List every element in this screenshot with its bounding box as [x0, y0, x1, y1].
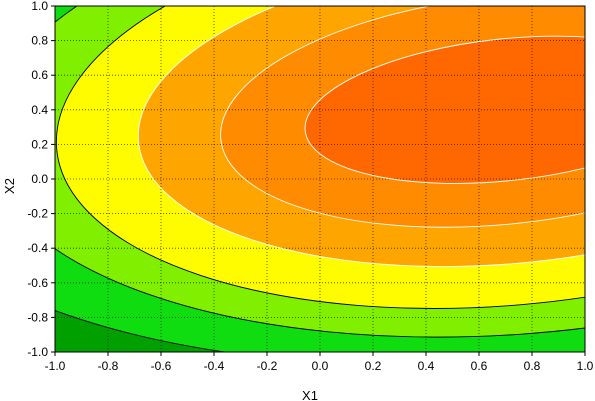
- x-tick-label: 0.8: [524, 359, 541, 373]
- y-tick-label: -0.2: [27, 207, 48, 221]
- x-tick-label: -0.6: [151, 359, 172, 373]
- y-tick-label: 0.2: [31, 137, 48, 151]
- x-tick-label: -1.0: [45, 359, 66, 373]
- x-tick-label: 0.0: [312, 359, 329, 373]
- y-tick-labels: 1.0 0.8 0.6 0.4 0.2 0.0 -0.2 -0.4 -0.6 -0.8 -1.0: [27, 0, 48, 359]
- contour-line-6: [304, 35, 585, 184]
- y-axis-label: X2: [2, 178, 17, 194]
- contour-line-3: [55, 6, 585, 309]
- y-tick-label: 0.4: [31, 103, 48, 117]
- x-tick-label: 1.0: [577, 359, 594, 373]
- y-tick-label: -0.8: [27, 310, 48, 324]
- x-tick-label: -0.2: [257, 359, 278, 373]
- x-tick-labels: -1.0 -0.8 -0.6 -0.4 -0.2 0.0 0.2 0.4 0.6 0.8 1.0: [45, 359, 594, 373]
- y-tick-label: 0.6: [31, 68, 48, 82]
- grid-lines: [55, 6, 585, 352]
- x-tick-label: -0.8: [98, 359, 119, 373]
- y-tick-label: 0.8: [31, 34, 48, 48]
- x-tick-label: -0.4: [204, 359, 225, 373]
- x-tick-label: 0.2: [365, 359, 382, 373]
- y-tick-label: 0.0: [31, 172, 48, 186]
- y-tick-label: -1.0: [27, 345, 48, 359]
- y-tick-label: -0.4: [27, 241, 48, 255]
- x-axis-label: X1: [302, 388, 318, 401]
- x-tick-label: 0.4: [418, 359, 435, 373]
- contour-line-4: [137, 6, 585, 267]
- contour-line-5: [220, 6, 585, 228]
- axis-ticks: [51, 5, 586, 356]
- y-tick-label: -0.6: [27, 276, 48, 290]
- contour-line-2: [55, 6, 585, 338]
- y-tick-label: 1.0: [31, 0, 48, 13]
- x-tick-label: 0.6: [471, 359, 488, 373]
